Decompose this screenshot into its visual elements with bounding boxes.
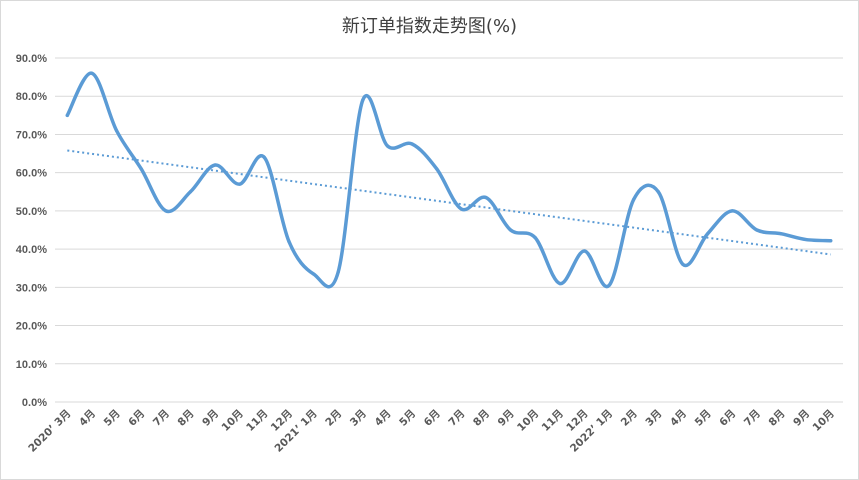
x-tick-label: 7月 xyxy=(446,408,467,429)
x-tick-label: 2020’ 3月 xyxy=(26,408,73,455)
x-tick-label: 10月 xyxy=(811,408,837,434)
x-tick-label: 5月 xyxy=(693,408,714,429)
x-tick-label: 10月 xyxy=(220,408,246,434)
data-point xyxy=(459,207,463,211)
y-tick-label: 50.0% xyxy=(16,206,47,218)
data-point xyxy=(139,167,143,171)
x-tick-label: 7月 xyxy=(151,408,172,429)
x-tick-label: 8月 xyxy=(766,408,787,429)
x-tick-label: 3月 xyxy=(348,408,369,429)
y-tick-label: 70.0% xyxy=(16,129,47,141)
trendline-group xyxy=(67,149,831,256)
y-tick-label: 20.0% xyxy=(16,321,47,333)
x-tick-label: 5月 xyxy=(397,408,418,429)
x-tick-label: 9月 xyxy=(791,408,812,429)
data-point xyxy=(705,232,710,236)
y-tick-label: 40.0% xyxy=(16,244,47,256)
data-point xyxy=(410,142,414,146)
y-tick-label: 30.0% xyxy=(16,282,47,294)
y-tick-label: 0.0% xyxy=(22,397,47,409)
data-point xyxy=(435,167,439,171)
data-point xyxy=(558,281,562,286)
data-point xyxy=(829,239,833,243)
y-tick-label: 80.0% xyxy=(16,91,47,103)
y-tick-label: 60.0% xyxy=(16,168,47,180)
x-tick-label: 10月 xyxy=(515,408,541,434)
series-group xyxy=(65,71,833,289)
x-tick-label: 11月 xyxy=(540,408,566,434)
data-point xyxy=(755,228,759,232)
x-tick-label: 11月 xyxy=(244,408,270,434)
data-point xyxy=(114,129,119,133)
x-tick-label: 7月 xyxy=(742,408,763,429)
trendline xyxy=(67,149,831,256)
x-tick-label: 6月 xyxy=(717,408,738,429)
data-point xyxy=(484,195,488,200)
data-point xyxy=(262,155,266,159)
x-tick-label: 6月 xyxy=(126,408,147,429)
data-point xyxy=(533,236,537,240)
data-point xyxy=(361,98,365,102)
x-tick-label: 2月 xyxy=(323,408,344,429)
data-point xyxy=(336,270,340,274)
x-tick-label: 9月 xyxy=(496,408,517,429)
x-tick-label: 4月 xyxy=(372,408,393,429)
data-point xyxy=(804,237,808,242)
data-point xyxy=(632,197,636,202)
data-point xyxy=(779,232,784,236)
x-tick-label: 4月 xyxy=(668,408,689,429)
y-tick-label: 10.0% xyxy=(16,359,47,371)
x-tick-label: 9月 xyxy=(200,408,221,429)
data-point xyxy=(287,239,291,244)
x-tick-label: 8月 xyxy=(175,408,196,429)
data-point xyxy=(656,190,660,194)
chart-title: 新订单指数走势图(%) xyxy=(341,16,518,37)
data-point xyxy=(213,163,217,167)
y-axis-labels: 0.0% 10.0% 20.0% 30.0% 40.0% 50.0% 60.0% 70.0% 8… xyxy=(16,53,47,409)
data-point xyxy=(508,228,513,232)
gridlines xyxy=(55,57,843,403)
series-line xyxy=(65,71,833,289)
data-point xyxy=(681,262,685,266)
x-tick-label: 4月 xyxy=(77,408,98,429)
x-tick-label: 2月 xyxy=(619,408,640,429)
data-point xyxy=(188,190,193,194)
data-point xyxy=(164,209,168,213)
data-point xyxy=(65,113,69,117)
data-point xyxy=(238,182,242,186)
x-tick-label: 6月 xyxy=(422,408,443,429)
x-tick-label: 3月 xyxy=(643,408,664,429)
data-point xyxy=(385,144,390,148)
x-tick-label: 5月 xyxy=(102,408,123,429)
x-tick-label: 8月 xyxy=(471,408,492,429)
data-point xyxy=(582,249,587,253)
data-point xyxy=(607,283,611,288)
data-point xyxy=(730,209,734,213)
y-tick-label: 90.0% xyxy=(16,53,47,65)
data-point xyxy=(90,71,94,75)
data-point xyxy=(311,272,316,276)
